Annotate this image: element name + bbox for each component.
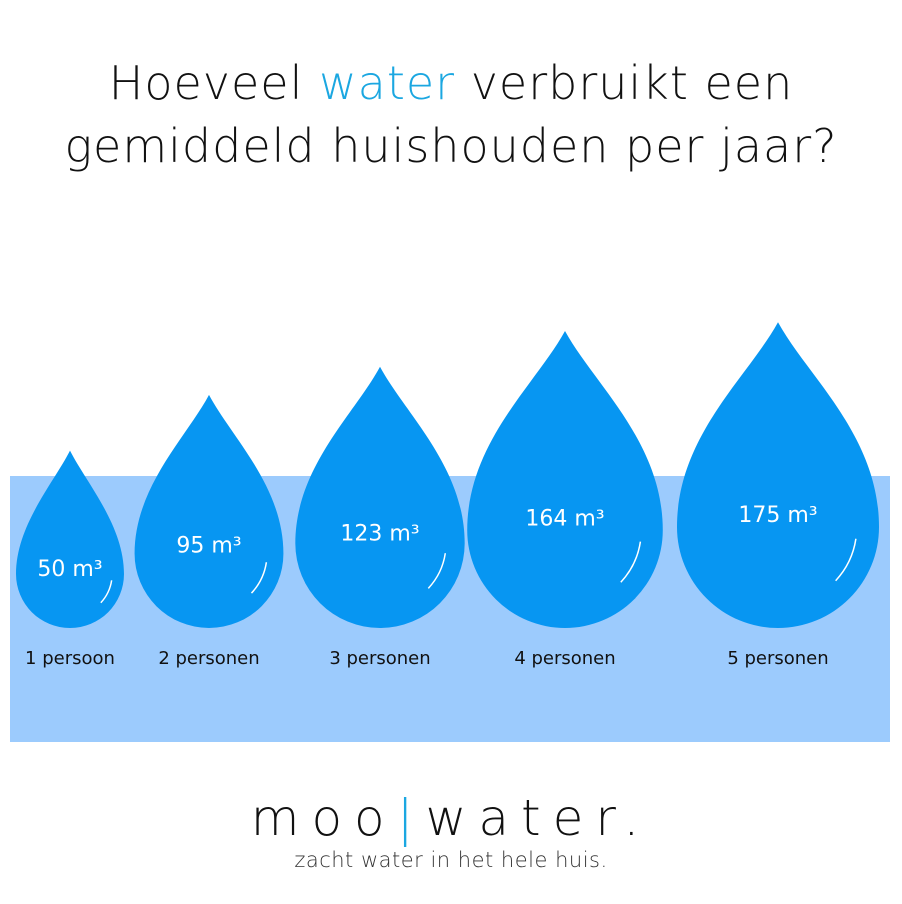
drop-highlight [250, 562, 268, 594]
drop-shape [677, 322, 879, 628]
category-label: 4 personen [514, 648, 615, 669]
drop-shape [134, 394, 284, 628]
title-accent: water [319, 56, 456, 110]
value-label: 123 m³ [340, 522, 419, 547]
drop-3: 123 m³ 3 personen [295, 366, 465, 669]
drop-1: 50 m³ 1 persoon [16, 450, 124, 669]
drop-shape [295, 366, 465, 629]
drop-highlight [620, 541, 642, 583]
title-text: Hoeveel [108, 56, 320, 110]
logo: moo|water. zacht water in het hele huis. [0, 790, 902, 872]
value-label: 95 m³ [176, 533, 241, 558]
drop-highlight [100, 580, 113, 604]
drop-shape [16, 450, 124, 628]
title-text-end: verbruikt een gemiddeld huishouden per j… [64, 56, 838, 173]
value-label: 175 m³ [738, 503, 817, 528]
category-label: 1 persoon [25, 648, 115, 669]
logo-bar: | [396, 789, 426, 847]
drop-highlight [835, 538, 857, 582]
drop-2: 95 m³ 2 personen [134, 394, 284, 669]
logo-tagline: zacht water in het hele huis. [294, 848, 608, 872]
drop-4: 164 m³ 4 personen [467, 331, 663, 669]
category-label: 2 personen [158, 648, 259, 669]
value-label: 164 m³ [525, 507, 604, 532]
drop-highlight [427, 553, 447, 589]
value-label: 50 m³ [37, 557, 102, 582]
category-label: 5 personen [727, 648, 828, 669]
logo-part: water. [425, 789, 652, 847]
page-title: Hoeveel water verbruikt een gemiddeld hu… [0, 52, 902, 178]
logo-part: moo [250, 789, 397, 847]
drop-shape [467, 331, 663, 628]
logo-wordmark: moo|water. [0, 790, 902, 846]
category-label: 3 personen [329, 648, 430, 669]
drop-5: 175 m³ 5 personen [677, 322, 879, 669]
